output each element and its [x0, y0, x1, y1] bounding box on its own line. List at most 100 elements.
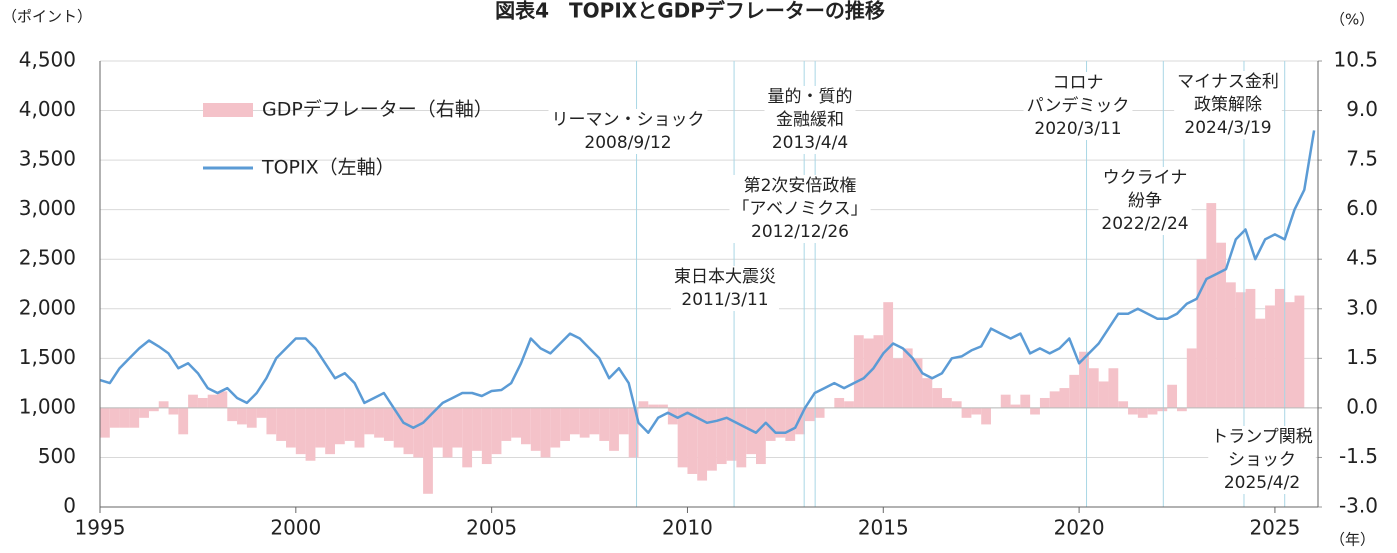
bar: [178, 407, 189, 435]
bar: [1265, 305, 1275, 408]
bar: [511, 407, 522, 438]
bar: [853, 335, 864, 408]
bar: [804, 407, 815, 422]
bar: [1206, 203, 1217, 408]
bar: [1167, 384, 1178, 408]
bar: [237, 407, 247, 425]
bar: [1284, 302, 1295, 408]
x-tick-label: 2020: [1054, 516, 1105, 540]
annotation: 2011/3/11: [681, 290, 768, 310]
bar: [334, 407, 345, 445]
bar: [609, 407, 619, 451]
bar: [736, 407, 747, 468]
bar: [413, 407, 424, 458]
annotation: リーマン・ショック: [552, 110, 705, 130]
bar: [589, 407, 600, 435]
bar: [1108, 368, 1119, 408]
bar: [755, 407, 766, 465]
bar: [501, 407, 512, 441]
bar: [295, 407, 306, 455]
bar: [638, 401, 649, 408]
annotation: 「アベノミクス」: [732, 199, 867, 219]
y-tick-label: 1,500: [19, 345, 76, 369]
bar: [814, 407, 825, 418]
bar: [481, 407, 492, 465]
bar: [951, 401, 962, 408]
annotation: 2024/3/19: [1184, 118, 1271, 138]
annotation: ショック: [1228, 450, 1296, 470]
bar: [1225, 282, 1236, 408]
bar: [981, 407, 991, 425]
bar: [119, 407, 130, 428]
annotation: 量的・質的: [768, 87, 853, 107]
bar: [873, 335, 884, 408]
annotation: 2022/2/24: [1101, 214, 1188, 234]
bar: [129, 407, 140, 428]
y2-tick-label: 1.5: [1346, 345, 1378, 369]
legend-label: TOPIX（左軸）: [261, 157, 395, 179]
bar: [677, 407, 688, 468]
y-tick-label: 0: [63, 494, 76, 518]
bar: [1294, 295, 1305, 408]
bar: [1274, 288, 1285, 408]
bar: [1049, 391, 1060, 408]
y-tick-label: 1,000: [19, 394, 76, 418]
bar: [139, 407, 149, 418]
bar: [1186, 348, 1197, 408]
bar: [1216, 242, 1226, 408]
bar: [765, 407, 776, 441]
bar: [648, 404, 659, 408]
annotation: トランプ関税: [1211, 427, 1313, 447]
bar: [902, 348, 913, 408]
bar: [1079, 351, 1089, 408]
bar: [374, 407, 384, 438]
annotation: 2020/3/11: [1034, 119, 1121, 139]
bar: [1157, 407, 1168, 412]
bar: [325, 407, 335, 455]
bar: [1088, 368, 1099, 408]
bar: [1245, 288, 1256, 408]
bar: [560, 407, 570, 441]
annotation: パンデミック: [1027, 95, 1130, 116]
bar: [883, 302, 894, 408]
bar: [1020, 394, 1031, 408]
y-tick-label: 2,500: [19, 246, 76, 270]
bar: [971, 407, 982, 415]
bar: [795, 407, 805, 435]
bar: [775, 407, 786, 438]
bar: [148, 407, 159, 412]
y2-tick-label: 7.5: [1346, 147, 1378, 171]
y2-tick-label: 9.0: [1346, 97, 1378, 121]
bar: [961, 407, 972, 418]
bar: [246, 407, 257, 428]
bar: [912, 358, 923, 408]
y-tick-label: 4,500: [19, 48, 76, 72]
bar: [599, 407, 610, 441]
bar: [227, 407, 238, 422]
bar: [697, 407, 708, 481]
bar: [276, 407, 287, 441]
bar: [942, 397, 952, 408]
bar: [716, 407, 727, 465]
bar: [286, 407, 296, 448]
legend-label: GDPデフレーター（右軸）: [262, 99, 493, 121]
line: [99, 130, 1316, 434]
y2-tick-label: -1.5: [1339, 444, 1378, 468]
x-tick-label: 2010: [662, 516, 713, 540]
bar: [1098, 381, 1109, 408]
y2-tick-label: 6.0: [1346, 196, 1378, 220]
x-tick-label: 2005: [466, 516, 517, 540]
chart-title: 図表4 TOPIXとGDPデフレーターの推移: [495, 0, 885, 23]
y-tick-label: 3,500: [19, 147, 76, 171]
bar: [432, 407, 443, 448]
annotation-bg: [671, 266, 779, 311]
bar: [1147, 407, 1158, 415]
y-tick-label: 4,000: [19, 97, 76, 121]
bar: [168, 407, 179, 415]
x-tick-label: 1995: [75, 516, 126, 540]
bar: [109, 407, 120, 428]
bar: [1177, 407, 1187, 412]
annotation: 第2次安倍政権: [744, 176, 857, 196]
bar: [1000, 394, 1011, 408]
